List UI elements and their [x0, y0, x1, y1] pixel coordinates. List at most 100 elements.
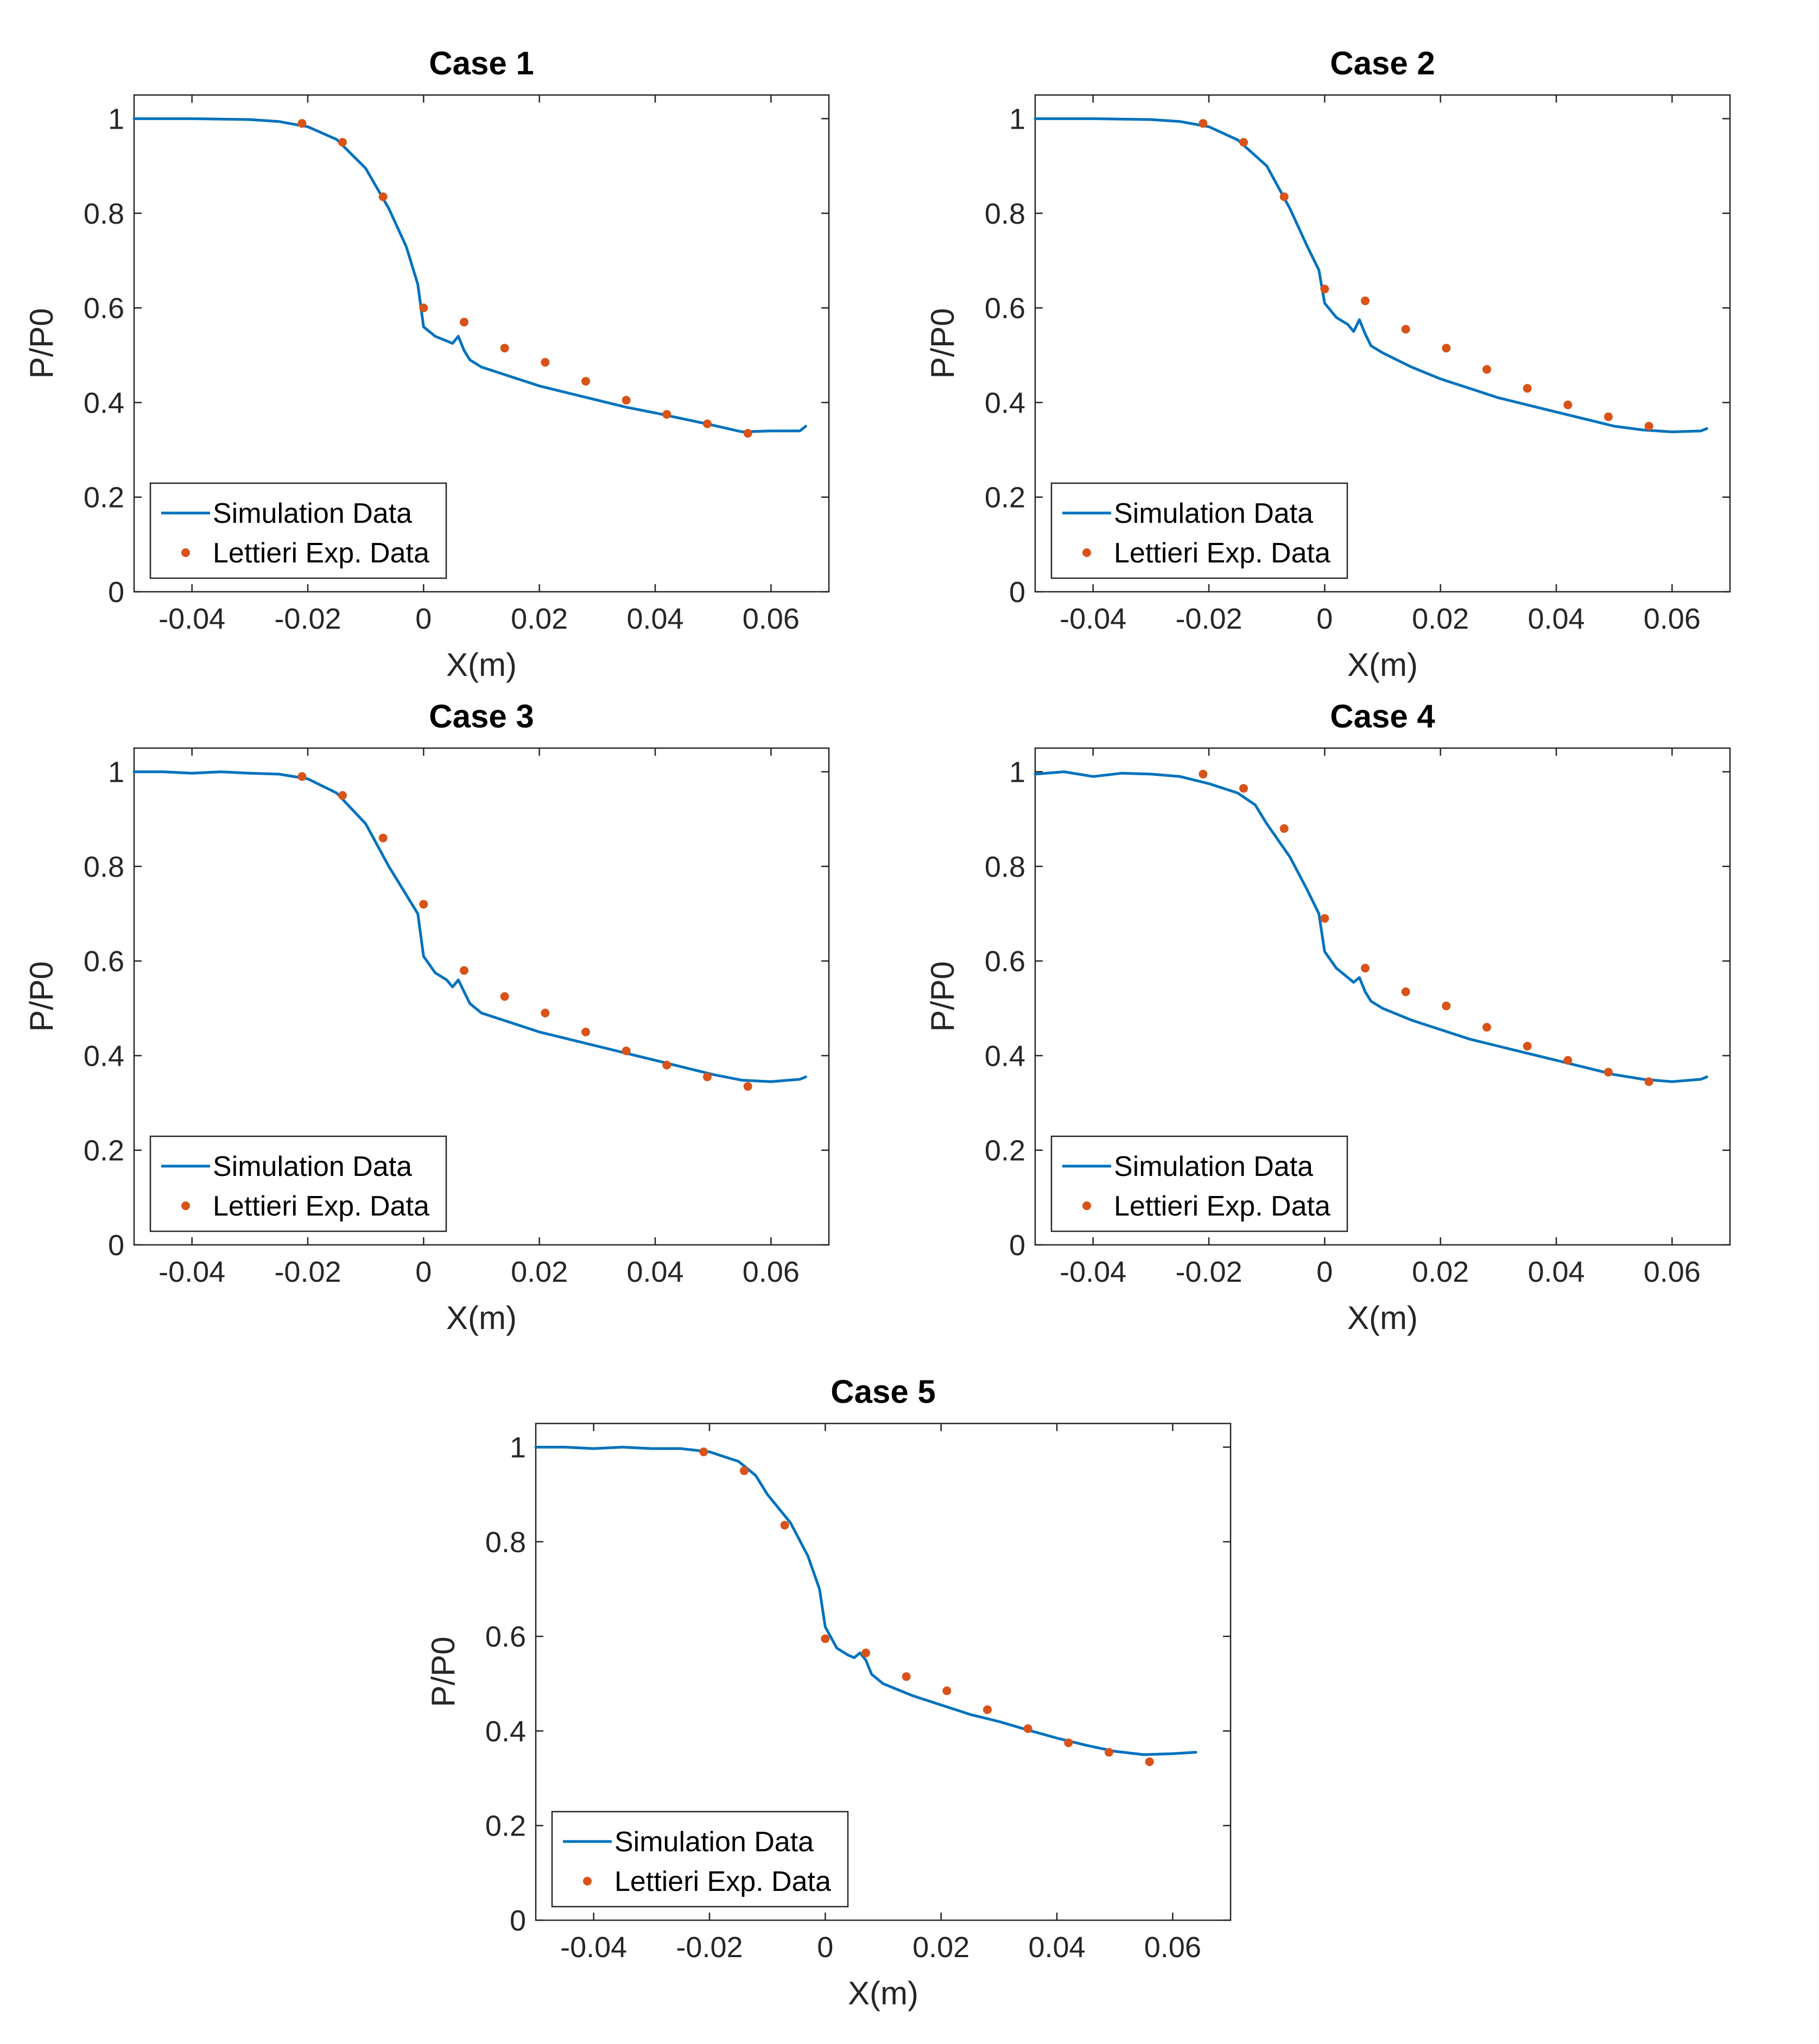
experiment-data-point — [1361, 964, 1370, 973]
y-tick-label: 0.2 — [84, 1135, 124, 1167]
y-tick-label: 1 — [510, 1432, 526, 1464]
experiment-data-point — [1320, 284, 1329, 294]
experiment-data-point — [378, 833, 388, 843]
experiment-data-point — [1361, 296, 1370, 306]
simulation-data-line — [534, 1446, 1197, 1756]
experiment-data-point — [622, 396, 631, 405]
x-tick-label: 0.04 — [1528, 603, 1585, 635]
x-tick-label: 0.02 — [1412, 603, 1469, 635]
experiment-data-point — [500, 344, 509, 353]
x-tick-label: 0 — [1316, 1256, 1333, 1288]
experiment-data-point — [1442, 1001, 1451, 1010]
y-tick-label: 0.4 — [485, 1715, 526, 1748]
experiment-data-point — [1604, 412, 1613, 421]
y-tick-label: 0.6 — [485, 1621, 526, 1653]
legend-experiment-label: Lettieri Exp. Data — [213, 1191, 429, 1222]
simulation-data-line — [132, 117, 807, 433]
x-axis-label: X(m) — [848, 1975, 918, 2011]
legend-marker-swatch — [181, 1201, 190, 1210]
experiment-data-point — [541, 1009, 550, 1017]
x-tick-label: -0.04 — [159, 603, 225, 635]
experiment-data-point — [1401, 325, 1410, 334]
experiment-data-point — [1199, 119, 1208, 128]
chart-title: Case 4 — [1330, 698, 1435, 735]
experiment-data-point — [1279, 192, 1289, 201]
y-tick-label: 0.6 — [985, 945, 1025, 978]
y-tick-label: 0.4 — [84, 1040, 124, 1072]
chart-panel-2: -0.04 -0.02 0 0.02 0.04 0.06 0 0.2 0.4 0.6 0.8 1 Cas… — [924, 45, 1731, 683]
legend-box — [1050, 1135, 1348, 1232]
experiment-data-point — [1604, 1067, 1613, 1077]
x-tick-label: 0.04 — [626, 1256, 683, 1288]
experiment-data-point — [1644, 1077, 1653, 1086]
y-tick-label: 0.8 — [985, 851, 1025, 883]
y-tick-label: 0 — [108, 1229, 124, 1262]
experiment-data-point — [1482, 365, 1491, 374]
y-tick-label: 0.4 — [84, 387, 124, 419]
x-tick-label: 0 — [415, 1256, 432, 1288]
y-tick-label: 0.8 — [84, 851, 124, 883]
y-tick-label: 0.2 — [985, 1135, 1025, 1167]
x-axis-label: X(m) — [446, 647, 517, 683]
experiment-data-point — [1105, 1748, 1113, 1757]
legend-marker-swatch — [1082, 548, 1091, 557]
chart-title: Case 2 — [1330, 45, 1435, 81]
x-axis-label: X(m) — [446, 1300, 517, 1336]
legend-simulation-label: Simulation Data — [1114, 498, 1313, 529]
y-tick-label: 0.4 — [985, 1040, 1025, 1072]
experiment-data-point — [780, 1521, 789, 1530]
x-tick-label: 0.02 — [511, 603, 568, 635]
experiment-data-point — [902, 1672, 911, 1681]
experiment-data-point — [703, 419, 712, 428]
experiment-data-point — [983, 1705, 992, 1714]
x-axis-label: X(m) — [1347, 647, 1418, 683]
experiment-data-point — [1239, 784, 1248, 793]
legend-simulation-label: Simulation Data — [1114, 1151, 1313, 1182]
y-tick-label: 0 — [510, 1904, 526, 1937]
experiment-data-point — [861, 1648, 870, 1657]
x-tick-label: 0.04 — [626, 603, 683, 635]
experiment-data-point — [1442, 344, 1451, 353]
experiment-data-point — [1401, 987, 1410, 996]
y-tick-label: 0.8 — [84, 198, 124, 230]
y-tick-label: 0 — [1009, 576, 1025, 609]
y-axis-label: P/P0 — [924, 961, 961, 1032]
simulation-data-line — [1034, 770, 1708, 1083]
experiment-data-point — [942, 1686, 952, 1695]
legend-box — [551, 1811, 849, 1908]
experiment-data-point — [378, 192, 388, 201]
y-tick-label: 0.2 — [485, 1810, 526, 1843]
x-tick-label: -0.04 — [1060, 603, 1126, 635]
legend: Simulation Data Lettieri Exp. Data — [149, 1135, 447, 1232]
y-tick-label: 1 — [108, 756, 124, 789]
chart-panel-4: -0.04 -0.02 0 0.02 0.04 0.06 0 0.2 0.4 0.6 0.8 1 Cas… — [924, 698, 1731, 1336]
y-tick-label: 0.2 — [985, 482, 1025, 514]
legend-box — [149, 482, 447, 579]
x-tick-label: -0.04 — [1060, 1256, 1126, 1288]
legend-simulation-label: Simulation Data — [614, 1826, 814, 1858]
legend-box — [1050, 482, 1348, 579]
experiment-data-point — [699, 1447, 708, 1457]
y-tick-label: 1 — [1009, 103, 1025, 136]
experiment-data-point — [1482, 1023, 1491, 1032]
experiment-data-point — [821, 1634, 830, 1643]
x-tick-label: 0.06 — [1644, 1256, 1701, 1288]
experiment-data-point — [419, 303, 428, 313]
experiment-data-point — [1320, 914, 1329, 923]
y-tick-label: 0 — [108, 576, 124, 609]
experiment-data-point — [1145, 1757, 1154, 1767]
x-tick-label: 0.02 — [1412, 1256, 1469, 1288]
x-tick-label: 0.06 — [743, 603, 800, 635]
y-axis-label: P/P0 — [924, 308, 961, 378]
experiment-data-point — [1199, 769, 1208, 779]
simulation-data-line — [1034, 117, 1708, 433]
x-tick-label: 0.06 — [1144, 1931, 1201, 1964]
x-tick-label: -0.02 — [1175, 603, 1242, 635]
y-tick-label: 0.8 — [985, 198, 1025, 230]
x-tick-label: 0.04 — [1028, 1931, 1085, 1964]
x-tick-label: 0 — [415, 603, 432, 635]
experiment-data-point — [541, 358, 550, 367]
experiment-data-point — [1523, 384, 1532, 393]
y-axis-label: P/P0 — [425, 1636, 461, 1707]
x-axis-label: X(m) — [1347, 1300, 1418, 1336]
